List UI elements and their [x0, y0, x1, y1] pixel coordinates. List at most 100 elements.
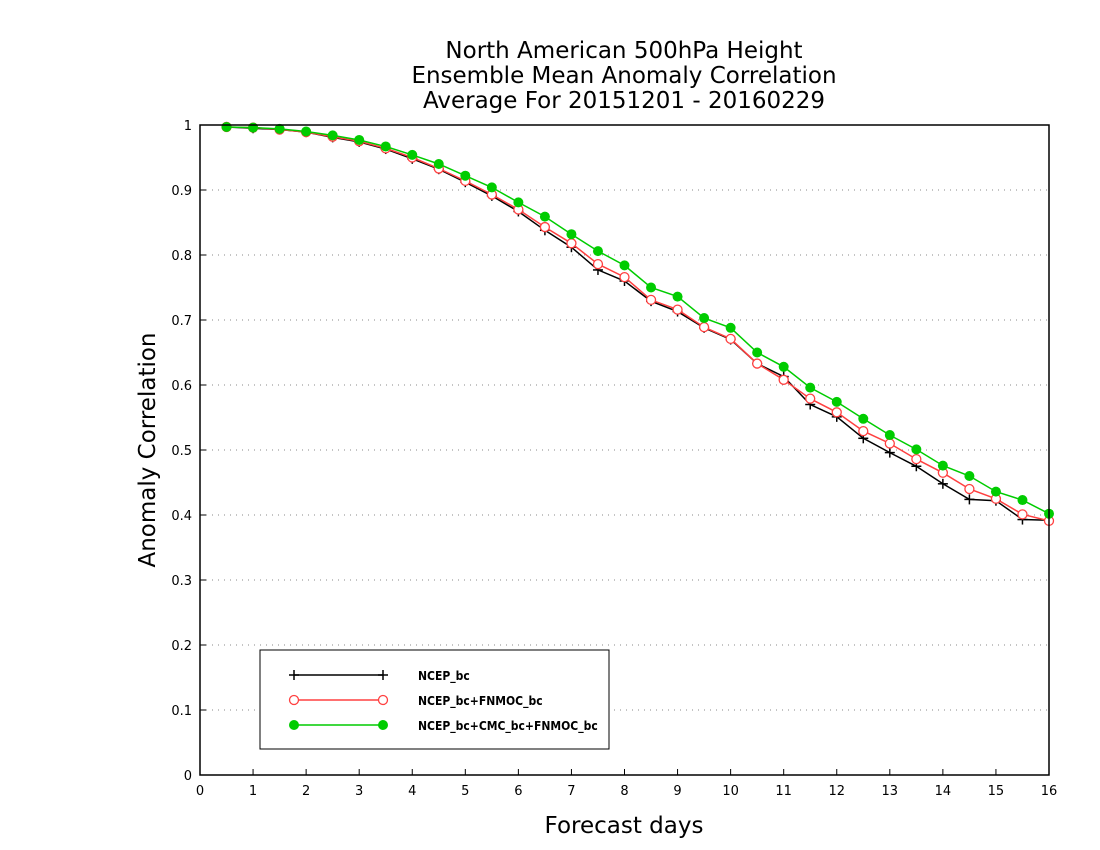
data-point	[964, 494, 975, 505]
x-tick-label: 16	[1041, 784, 1058, 799]
data-point	[778, 374, 789, 385]
y-tick-label: 0.8	[171, 249, 192, 264]
data-point	[990, 486, 1001, 497]
series	[221, 121, 1055, 526]
y-tick-label: 0.6	[171, 379, 192, 394]
y-tick-label: 0.5	[171, 444, 192, 459]
data-point	[831, 407, 842, 418]
x-tick-label: 14	[935, 784, 952, 799]
legend-label: NCEP_bc	[418, 669, 470, 684]
series-line	[226, 126, 1050, 521]
y-tick-label: 0.4	[171, 509, 192, 524]
series-2	[221, 121, 1055, 526]
y-tick-label: 0.9	[171, 184, 192, 199]
data-point	[539, 221, 551, 233]
data-point	[513, 197, 524, 208]
data-point	[646, 282, 657, 293]
title-line-3: Average For 20151201 - 20160229	[423, 88, 825, 114]
data-point	[911, 453, 922, 465]
y-tick-label: 0.7	[171, 314, 192, 329]
data-point	[831, 396, 842, 407]
legend-entry: NCEP_bc+FNMOC_bc	[288, 694, 543, 709]
series-line	[226, 126, 1050, 522]
data-point	[301, 126, 312, 137]
data-point	[486, 182, 497, 193]
data-point	[1017, 495, 1028, 506]
data-point	[884, 438, 895, 449]
y-tick-label: 0.2	[171, 639, 192, 654]
data-point	[805, 393, 816, 404]
legend-label: NCEP_bc+FNMOC_bc	[418, 694, 543, 709]
x-tick-label: 2	[302, 784, 310, 799]
title-line-1: North American 500hPa Height	[445, 38, 802, 64]
data-point	[592, 246, 603, 257]
data-point	[752, 347, 763, 358]
legend-entry: NCEP_bc	[289, 669, 470, 684]
series-3	[221, 121, 1054, 519]
x-tick-label: 11	[775, 784, 792, 799]
x-tick-label: 3	[355, 784, 363, 799]
x-tick-label: 8	[620, 784, 628, 799]
y-tick-label: 0.3	[171, 574, 192, 589]
x-tick-label: 13	[882, 784, 899, 799]
data-point	[221, 121, 232, 132]
legend-label: NCEP_bc+CMC_bc+FNMOC_bc	[418, 719, 598, 734]
x-tick-label: 10	[722, 784, 739, 799]
plot-frame	[199, 124, 1050, 776]
data-point	[566, 238, 577, 249]
y-tick-label: 0	[184, 769, 192, 784]
data-point	[354, 134, 365, 145]
data-point	[964, 483, 975, 495]
data-point	[274, 123, 285, 134]
data-point	[380, 141, 391, 152]
series-1	[221, 121, 1054, 526]
data-point	[378, 720, 388, 730]
data-point	[699, 313, 710, 324]
data-point	[592, 258, 604, 270]
data-point	[407, 149, 418, 160]
legend-entry: NCEP_bc+CMC_bc+FNMOC_bc	[289, 719, 598, 734]
x-tick-label: 1	[249, 784, 257, 799]
x-tick-label: 6	[514, 784, 522, 799]
data-point	[248, 122, 259, 133]
data-point	[566, 229, 577, 240]
legend: NCEP_bc NCEP_bc+FNMOC_bc NCEP_bc+CMC_bc+FN…	[259, 649, 610, 750]
x-tick-label: 12	[828, 784, 845, 799]
x-tick-label: 9	[673, 784, 681, 799]
data-point	[937, 478, 948, 489]
x-axis-label: Forecast days	[545, 813, 704, 839]
data-point	[378, 670, 388, 680]
data-point	[858, 425, 869, 437]
data-point	[672, 291, 683, 302]
data-point	[327, 130, 338, 141]
data-point	[858, 413, 869, 424]
data-point	[911, 444, 922, 455]
y-tick-label: 0.1	[171, 704, 192, 719]
data-point	[805, 382, 816, 393]
data-point	[288, 694, 300, 706]
data-point	[778, 361, 789, 372]
data-point	[964, 471, 975, 481]
y-tick-label: 1	[184, 119, 192, 134]
x-tick-label: 7	[567, 784, 575, 799]
data-point	[884, 430, 895, 441]
data-point	[289, 720, 299, 730]
x-tick-label: 0	[196, 784, 204, 799]
data-point	[725, 333, 736, 345]
tick-labels: 00.10.20.30.40.50.60.70.80.910 1 2 3 4 5 6 7 8 9 1…	[171, 119, 1057, 799]
series-line	[226, 126, 1050, 515]
data-point	[725, 322, 736, 333]
data-point	[377, 694, 389, 706]
data-point	[645, 294, 657, 306]
data-point	[752, 358, 763, 369]
x-tick-label: 15	[988, 784, 1005, 799]
data-point	[1017, 509, 1028, 520]
data-point	[698, 321, 710, 333]
data-point	[937, 460, 948, 471]
x-tick-label: 4	[408, 784, 416, 799]
data-point	[460, 170, 471, 181]
data-point	[433, 159, 444, 169]
title-line-2: Ensemble Mean Anomaly Correlation	[411, 63, 836, 89]
